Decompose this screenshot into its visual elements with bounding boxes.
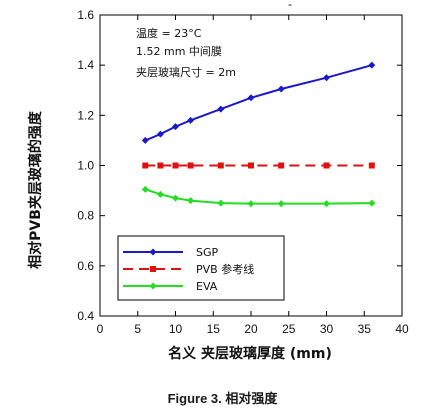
- data-point: [247, 94, 255, 102]
- data-point: [278, 162, 285, 169]
- data-point: [187, 162, 194, 169]
- x-tick-label: 5: [134, 322, 141, 336]
- series-sgp: [141, 61, 376, 144]
- caption-text: 相对强度: [225, 391, 278, 406]
- data-point: [247, 200, 255, 208]
- data-point: [141, 136, 149, 144]
- x-tick-label: 0: [97, 322, 104, 336]
- x-tick-label: 35: [358, 322, 372, 336]
- data-point: [142, 162, 149, 169]
- data-point: [157, 162, 164, 169]
- y-tick-label: 1.0: [77, 159, 94, 173]
- x-axis-title: 名义 夹层玻璃厚度 (mm): [168, 345, 332, 362]
- data-point: [172, 162, 179, 169]
- data-point: [149, 282, 157, 290]
- legend-label: SGP: [196, 246, 219, 259]
- data-point: [172, 194, 179, 202]
- data-point: [323, 74, 330, 82]
- x-axis-ticks: 0 5 10 15 20 25 30 35 40: [97, 15, 409, 336]
- top-mark: -: [288, 0, 292, 11]
- data-point: [150, 266, 156, 272]
- legend: SGP PVB 参考线 EVA: [117, 235, 285, 301]
- y-axis-title: 相对PVB夹层玻璃的强度: [27, 110, 44, 269]
- data-point: [187, 116, 195, 124]
- data-point: [187, 197, 195, 205]
- data-point: [323, 200, 330, 208]
- data-point: [323, 162, 330, 169]
- y-tick-label: 1.4: [77, 58, 94, 72]
- data-point: [217, 162, 224, 169]
- annotation-line: 1.52 mm 中间膜: [136, 45, 222, 58]
- y-tick-label: 0.4: [77, 309, 94, 323]
- data-point: [368, 162, 375, 169]
- y-axis-ticks: 0.4 0.6 0.8 1.0 1.2 1.4 1.6: [77, 8, 402, 323]
- data-point: [217, 105, 225, 113]
- data-point: [277, 200, 285, 208]
- series-line: [144, 188, 372, 205]
- x-tick-label: 10: [169, 322, 183, 336]
- y-tick-label: 0.8: [77, 209, 94, 223]
- series-eva: [141, 185, 376, 208]
- caption-label: Figure 3.: [167, 391, 222, 406]
- data-point: [248, 162, 254, 169]
- x-tick-label: 15: [207, 322, 221, 336]
- x-tick-label: 40: [395, 322, 409, 336]
- x-tick-label: 30: [320, 322, 334, 336]
- data-point: [141, 185, 149, 193]
- series-layer: [141, 61, 376, 208]
- x-tick-label: 25: [282, 322, 296, 336]
- data-point: [172, 123, 179, 131]
- data-point: [368, 199, 376, 207]
- figure-caption: Figure 3. 相对强度: [0, 388, 445, 407]
- annotation-line: 温度 = 23°C: [136, 26, 202, 40]
- data-point: [156, 130, 164, 138]
- y-tick-label: 0.6: [77, 259, 94, 273]
- data-point: [149, 248, 157, 256]
- y-tick-label: 1.6: [77, 8, 94, 22]
- data-point: [277, 85, 285, 93]
- annotation-line: 夹层玻璃尺寸 = 2m: [136, 65, 236, 79]
- data-point: [156, 190, 164, 198]
- data-point: [217, 199, 225, 207]
- data-point: [368, 61, 376, 69]
- legend-label: PVB 参考线: [196, 262, 254, 276]
- legend-label: EVA: [196, 280, 218, 293]
- y-tick-label: 1.2: [77, 108, 94, 122]
- x-tick-label: 20: [244, 322, 258, 336]
- series-pvb-参考线: [142, 162, 375, 169]
